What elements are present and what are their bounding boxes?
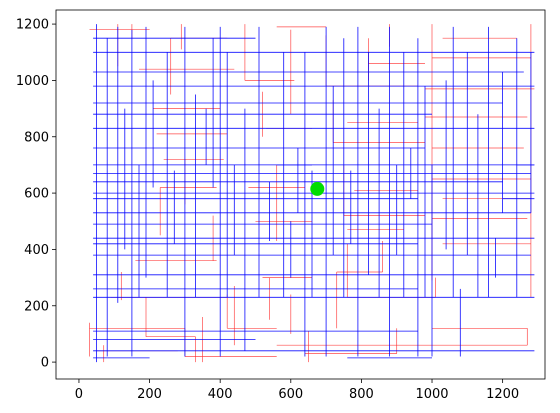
y-tick-label: 1200 <box>16 18 49 33</box>
y-tick-label: 1000 <box>16 74 49 89</box>
axes-frame <box>55 9 546 380</box>
x-tick-label: 1000 <box>415 387 448 402</box>
plot-area <box>89 24 535 363</box>
y-tick-label: 400 <box>24 243 49 258</box>
x-tick-label: 800 <box>349 387 374 402</box>
y-tick-label: 0 <box>41 356 49 371</box>
marker-point-0 <box>310 181 325 196</box>
x-tick-label: 1200 <box>486 387 519 402</box>
x-tick-label: 400 <box>208 387 233 402</box>
axes: 0 200 400 600 800 1000 1200 0 200 400 600 800 1000 12… <box>16 9 546 402</box>
series-1 <box>93 24 535 363</box>
x-tick-label: 200 <box>137 387 162 402</box>
y-tick-label: 200 <box>24 299 49 314</box>
x-tick-label: 600 <box>278 387 303 402</box>
y-tick-label: 600 <box>24 187 49 202</box>
x-tick-label: 0 <box>75 387 83 402</box>
y-tick-label: 800 <box>24 130 49 145</box>
